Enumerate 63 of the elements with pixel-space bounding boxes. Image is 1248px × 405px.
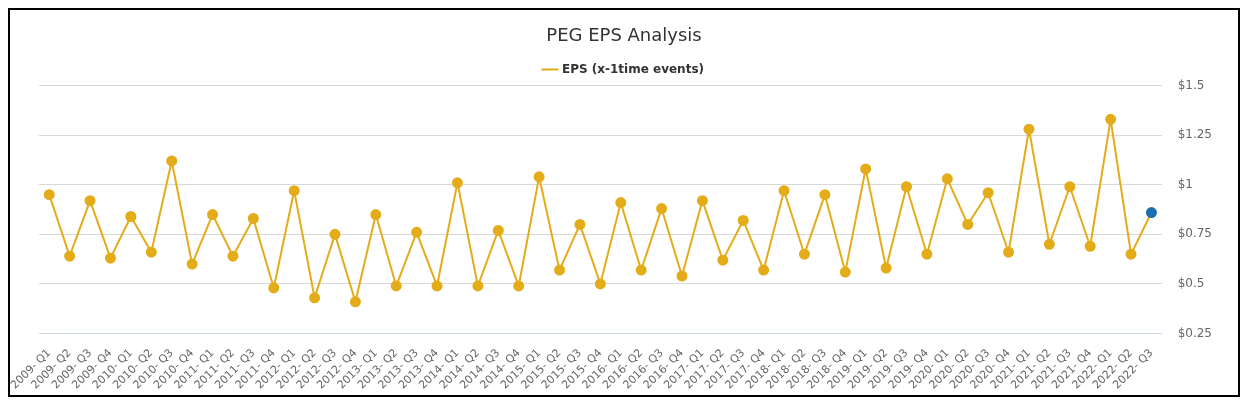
point — [717, 254, 729, 266]
point — [676, 270, 688, 282]
point — [941, 173, 953, 185]
y-tick-label: $1.5 — [1177, 77, 1205, 92]
point — [839, 266, 851, 278]
point — [145, 246, 157, 258]
point — [43, 189, 55, 201]
point — [778, 185, 790, 197]
point — [492, 224, 504, 236]
point — [1105, 113, 1117, 125]
point — [635, 264, 647, 276]
y-tick-label: $1.25 — [1177, 127, 1213, 142]
point — [819, 189, 831, 201]
point — [962, 218, 974, 230]
point — [390, 280, 402, 292]
point — [370, 209, 382, 221]
point — [656, 203, 668, 215]
point — [451, 177, 463, 189]
point — [758, 264, 770, 276]
point — [901, 181, 913, 193]
point — [533, 171, 545, 183]
point — [1043, 238, 1055, 250]
point — [186, 258, 198, 270]
point — [472, 280, 484, 292]
point — [247, 212, 259, 224]
point — [860, 163, 872, 175]
y-tick-label: $0.25 — [1177, 325, 1213, 340]
point — [982, 187, 994, 199]
point — [1003, 246, 1015, 258]
point — [288, 185, 300, 197]
point — [921, 248, 933, 260]
point — [431, 280, 443, 292]
point — [798, 248, 810, 260]
point — [64, 250, 76, 262]
point — [574, 218, 586, 230]
point — [84, 195, 96, 207]
point — [349, 296, 361, 308]
point — [104, 252, 116, 264]
point — [227, 250, 239, 262]
point — [554, 264, 566, 276]
point — [1064, 181, 1076, 193]
point — [329, 228, 341, 240]
point — [166, 155, 178, 167]
point — [1125, 248, 1137, 260]
point — [1023, 123, 1035, 135]
point — [411, 226, 423, 238]
point — [207, 209, 219, 221]
point — [125, 211, 137, 222]
point — [737, 214, 749, 226]
point — [1145, 207, 1157, 219]
y-tick-label: $0.75 — [1177, 226, 1213, 241]
chart-title: PEG EPS Analysis — [546, 24, 702, 46]
point — [880, 262, 892, 274]
point — [594, 278, 606, 290]
point — [309, 292, 321, 304]
point — [268, 282, 280, 294]
y-tick-label: $1 — [1177, 176, 1193, 191]
point — [615, 197, 627, 209]
point — [1084, 240, 1096, 252]
legend-label: EPS (x-1time events) — [561, 61, 705, 76]
point — [696, 195, 708, 207]
y-tick-label: $0.5 — [1177, 276, 1205, 291]
point — [513, 280, 525, 292]
